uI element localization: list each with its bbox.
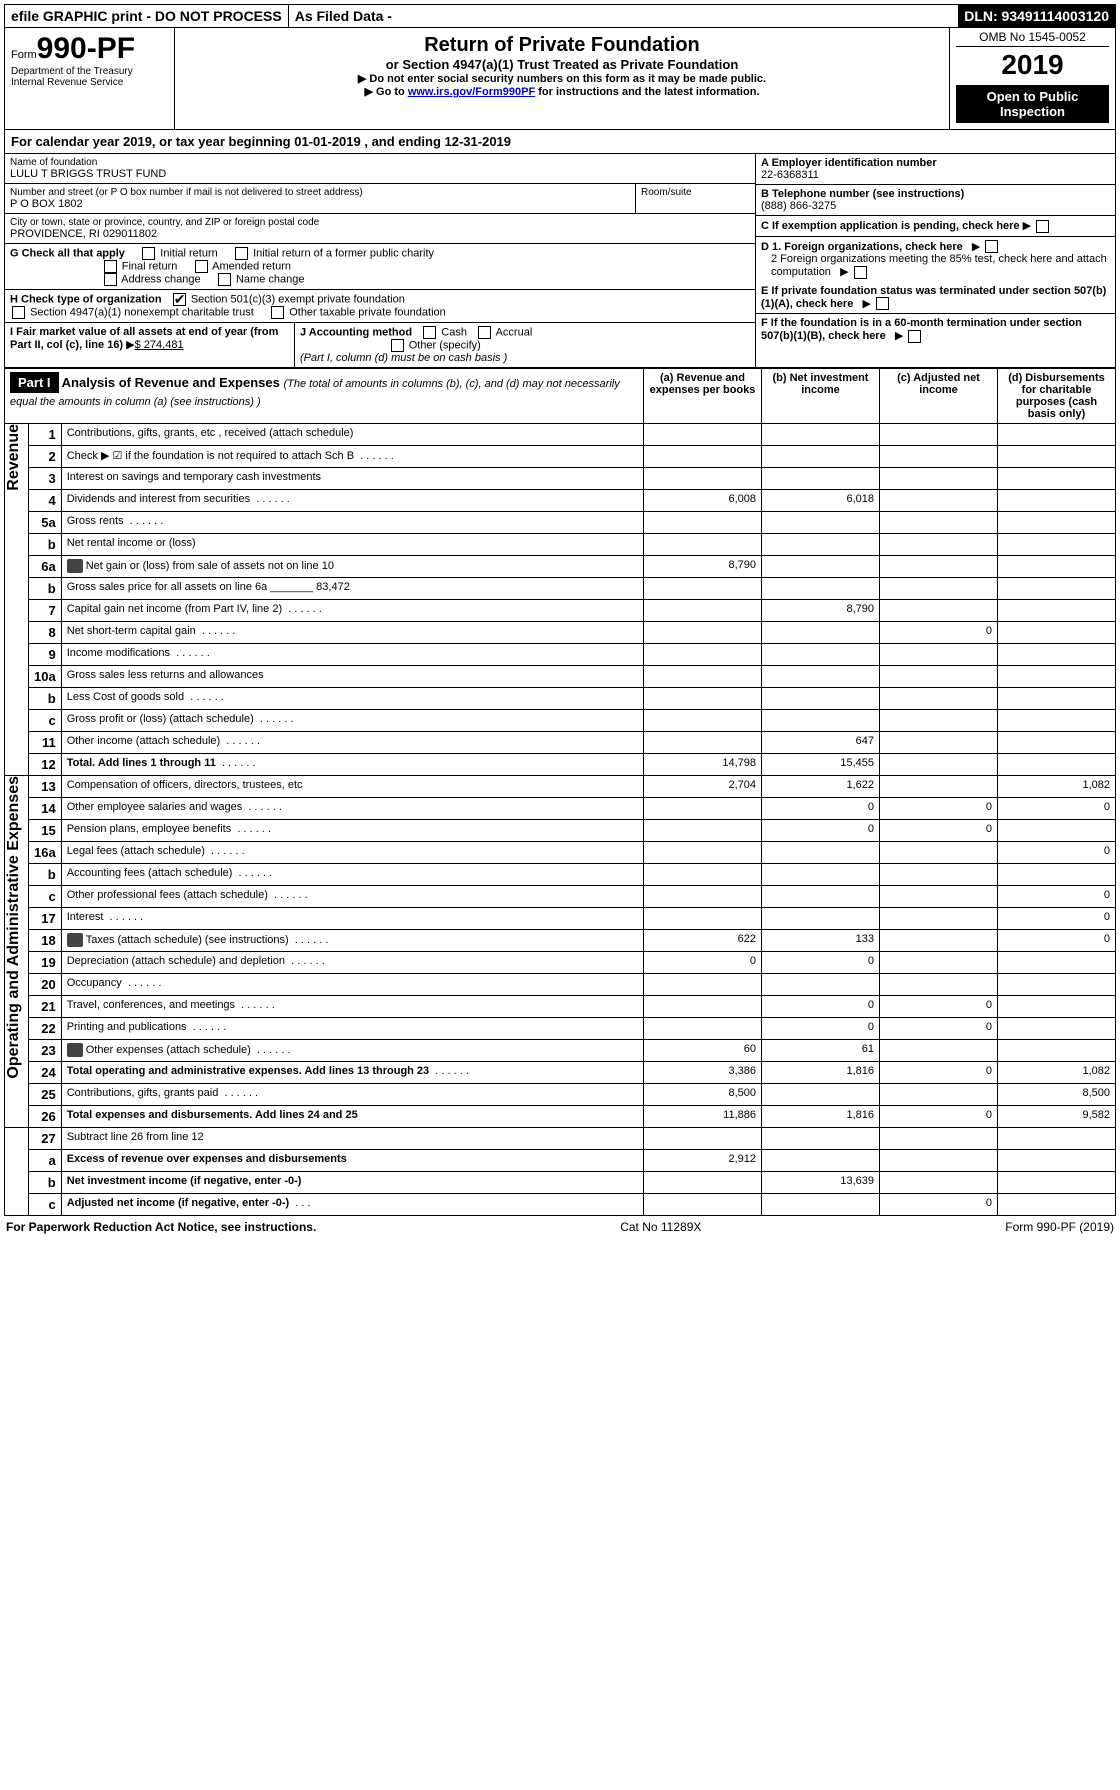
city-cell: City or town, state or province, country… [5,214,755,244]
checkbox-other-taxable[interactable] [271,306,284,319]
table-row: 5aGross rents . . . . . . [5,512,1116,534]
col-d-header: (d) Disbursements for charitable purpose… [998,369,1116,424]
form-title-area: Return of Private Foundation or Section … [175,28,950,129]
f-cell: F If the foundation is in a 60-month ter… [756,314,1115,346]
checkbox-address-change[interactable] [104,273,117,286]
page-footer: For Paperwork Reduction Act Notice, see … [4,1216,1116,1238]
ein-cell: A Employer identification number 22-6368… [756,154,1115,185]
part-i-label: Part I [10,372,59,393]
checkbox-name-change[interactable] [218,273,231,286]
table-row: 21Travel, conferences, and meetings . . … [5,996,1116,1018]
top-bar: efile GRAPHIC print - DO NOT PROCESS As … [4,4,1116,28]
checkbox-501c3[interactable] [173,293,186,306]
table-row: 23Other expenses (attach schedule) . . .… [5,1040,1116,1062]
checkbox-cash[interactable] [423,326,436,339]
col-b-header: (b) Net investment income [762,369,880,424]
col-c-header: (c) Adjusted net income [880,369,998,424]
year-box: OMB No 1545-0052 2019 Open to Public Ins… [950,28,1115,129]
table-row: 25Contributions, gifts, grants paid . . … [5,1084,1116,1106]
table-row: 2Check ▶ ☑ if the foundation is not requ… [5,446,1116,468]
checkbox-d2[interactable] [854,266,867,279]
checkbox-c[interactable] [1036,220,1049,233]
checkbox-initial-return[interactable] [142,247,155,260]
checkbox-4947a1[interactable] [12,306,25,319]
attachment-icon[interactable] [67,1043,83,1057]
table-row: bNet rental income or (loss) [5,534,1116,556]
part1-table: Part I Analysis of Revenue and Expenses … [4,368,1116,1216]
table-row: 17Interest . . . . . .0 [5,908,1116,930]
table-row: 24Total operating and administrative exp… [5,1062,1116,1084]
table-row: 7Capital gain net income (from Part IV, … [5,600,1116,622]
efile-label: efile GRAPHIC print - DO NOT PROCESS [5,5,288,27]
table-row: cOther professional fees (attach schedul… [5,886,1116,908]
checkbox-initial-return-former[interactable] [235,247,248,260]
section-label: Revenue [5,424,23,491]
phone-cell: B Telephone number (see instructions) (8… [756,185,1115,216]
checkbox-amended-return[interactable] [195,260,208,273]
i-fmv-cell: I Fair market value of all assets at end… [5,323,295,367]
table-row: 15Pension plans, employee benefits . . .… [5,820,1116,842]
checkbox-other-method[interactable] [391,339,404,352]
table-row: cGross profit or (loss) (attach schedule… [5,710,1116,732]
dln-box: DLN: 93491114003120 [958,5,1115,27]
table-row: 22Printing and publications . . . . . .0… [5,1018,1116,1040]
asfiled-label: As Filed Data - [288,5,398,27]
table-row: 4Dividends and interest from securities … [5,490,1116,512]
table-row: 6aNet gain or (loss) from sale of assets… [5,556,1116,578]
table-row: aExcess of revenue over expenses and dis… [5,1150,1116,1172]
checkbox-e[interactable] [876,297,889,310]
irs-link[interactable]: www.irs.gov/Form990PF [408,86,535,98]
attachment-icon[interactable] [67,933,83,947]
c-exemption-cell: C If exemption application is pending, c… [756,216,1115,237]
table-row: bNet investment income (if negative, ent… [5,1172,1116,1194]
table-row: 18Taxes (attach schedule) (see instructi… [5,930,1116,952]
table-row: bLess Cost of goods sold . . . . . . [5,688,1116,710]
table-row: bGross sales price for all assets on lin… [5,578,1116,600]
col-a-header: (a) Revenue and expenses per books [644,369,762,424]
table-row: 11Other income (attach schedule) . . . .… [5,732,1116,754]
table-row: 9Income modifications . . . . . . [5,644,1116,666]
room-cell: Room/suite [635,184,755,213]
form-title: Return of Private Foundation [185,34,939,57]
checkbox-f[interactable] [908,330,921,343]
g-check-row: G Check all that apply Initial return In… [5,244,755,290]
d-e-cell: D 1. Foreign organizations, check here ▶… [756,237,1115,315]
identity-block: Name of foundation LULU T BRIGGS TRUST F… [4,154,1116,368]
attachment-icon[interactable] [67,559,83,573]
table-row: bAccounting fees (attach schedule) . . .… [5,864,1116,886]
table-row: 19Depreciation (attach schedule) and dep… [5,952,1116,974]
table-row: 14Other employee salaries and wages . . … [5,798,1116,820]
section-label: Operating and Administrative Expenses [5,776,23,1079]
table-row: 10aGross sales less returns and allowanc… [5,666,1116,688]
foundation-name-cell: Name of foundation LULU T BRIGGS TRUST F… [5,154,755,184]
checkbox-final-return[interactable] [104,260,117,273]
table-row: Operating and Administrative Expenses13C… [5,776,1116,798]
table-row: 12Total. Add lines 1 through 11 . . . . … [5,754,1116,776]
table-row: 27Subtract line 26 from line 12 [5,1128,1116,1150]
table-row: 8Net short-term capital gain . . . . . .… [5,622,1116,644]
table-row: 16aLegal fees (attach schedule) . . . . … [5,842,1116,864]
table-row: 26Total expenses and disbursements. Add … [5,1106,1116,1128]
j-accounting-cell: J Accounting method Cash Accrual Other (… [295,323,755,367]
address-cell: Number and street (or P O box number if … [5,184,635,213]
calendar-year-line: For calendar year 2019, or tax year begi… [4,130,1116,154]
table-row: 20Occupancy . . . . . . [5,974,1116,996]
checkbox-accrual[interactable] [478,326,491,339]
table-row: Revenue1Contributions, gifts, grants, et… [5,424,1116,446]
form-number-box: Form990-PF Department of the Treasury In… [5,28,175,129]
table-row: cAdjusted net income (if negative, enter… [5,1194,1116,1216]
table-row: 3Interest on savings and temporary cash … [5,468,1116,490]
checkbox-d1[interactable] [985,240,998,253]
h-check-row: H Check type of organization Section 501… [5,290,755,323]
form-header: Form990-PF Department of the Treasury In… [4,28,1116,130]
